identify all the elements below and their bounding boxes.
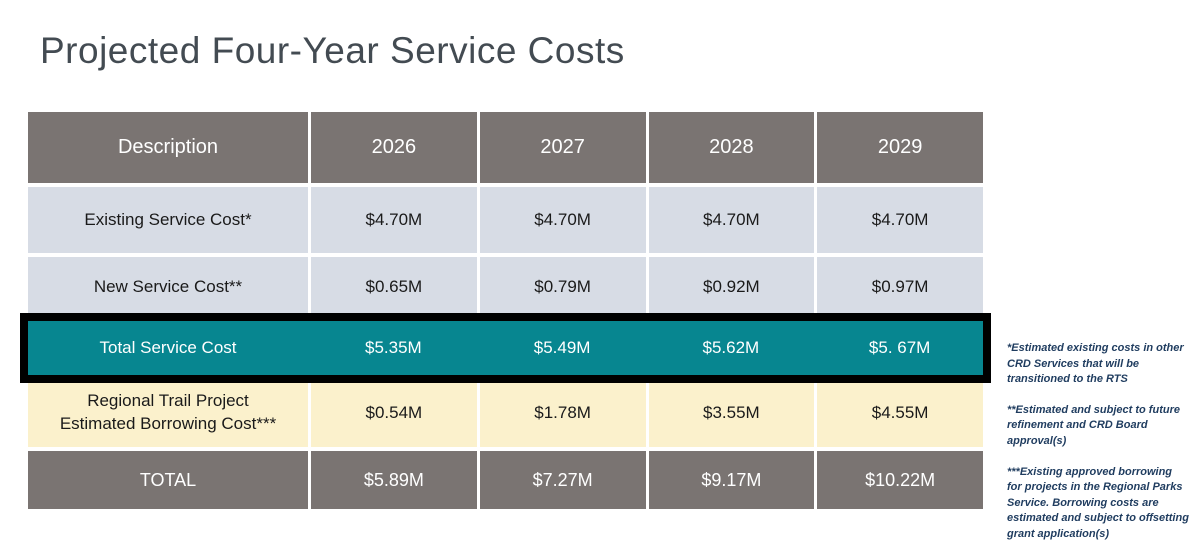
row-label: Total Service Cost bbox=[28, 321, 308, 375]
table-row-total-service-cost-highlighted: Total Service Cost $5.35M $5.49M $5.62M … bbox=[20, 313, 991, 383]
cell-value: $1.78M bbox=[479, 379, 646, 447]
footnote-approved-borrowing: ***Existing approved borrowing for proje… bbox=[1007, 465, 1189, 541]
header-cell-2026: 2026 bbox=[311, 112, 477, 183]
cell-value: $5. 67M bbox=[816, 321, 983, 375]
cell-value: $4.70M bbox=[817, 187, 983, 253]
header-cell-description: Description bbox=[28, 112, 308, 183]
cell-value: $5.89M bbox=[311, 451, 477, 509]
cell-value: $0.97M bbox=[817, 257, 983, 317]
table-row-new-service-cost: New Service Cost** $0.65M $0.79M $0.92M … bbox=[28, 257, 983, 317]
cell-value: $4.70M bbox=[479, 187, 646, 253]
table-row-existing-service-cost: Existing Service Cost* $4.70M $4.70M $4.… bbox=[28, 187, 983, 253]
header-cell-2029: 2029 bbox=[817, 112, 983, 183]
cell-value: $5.35M bbox=[310, 321, 477, 375]
cell-value: $0.92M bbox=[648, 257, 815, 317]
footnote-existing-costs: *Estimated existing costs in other CRD S… bbox=[1007, 342, 1184, 386]
row-label-text: Regional Trail Project Estimated Borrowi… bbox=[59, 391, 277, 433]
row-label: New Service Cost** bbox=[28, 257, 308, 317]
table-row-regional-trail-borrowing-cost: Regional Trail Project Estimated Borrowi… bbox=[28, 379, 983, 447]
footnote-estimate-refinement: **Estimated and subject to future refine… bbox=[1007, 403, 1180, 448]
cell-value: $0.65M bbox=[311, 257, 477, 317]
cell-value: $10.22M bbox=[817, 451, 983, 509]
cell-value: $3.55M bbox=[648, 379, 815, 447]
footnotes: *Estimated existing costs in other CRD S… bbox=[1007, 341, 1189, 558]
service-costs-table: Description 2026 2027 2028 2029 Existing… bbox=[20, 112, 991, 509]
cell-value: $7.27M bbox=[479, 451, 646, 509]
cell-value: $4.55M bbox=[817, 379, 983, 447]
row-label: Existing Service Cost* bbox=[28, 187, 308, 253]
cell-value: $9.17M bbox=[648, 451, 815, 509]
header-cell-2027: 2027 bbox=[479, 112, 646, 183]
row-label: TOTAL bbox=[28, 451, 308, 509]
cell-value: $0.54M bbox=[311, 379, 477, 447]
cell-value: $0.79M bbox=[479, 257, 646, 317]
header-cell-2028: 2028 bbox=[648, 112, 815, 183]
table-row-grand-total: TOTAL $5.89M $7.27M $9.17M $10.22M bbox=[28, 451, 983, 509]
row-label: Regional Trail Project Estimated Borrowi… bbox=[28, 379, 308, 447]
page-title: Projected Four-Year Service Costs bbox=[40, 30, 625, 71]
cell-value: $5.62M bbox=[647, 321, 815, 375]
cell-value: $4.70M bbox=[311, 187, 477, 253]
table-header-row: Description 2026 2027 2028 2029 bbox=[28, 112, 983, 183]
cell-value: $5.49M bbox=[478, 321, 646, 375]
cell-value: $4.70M bbox=[648, 187, 815, 253]
